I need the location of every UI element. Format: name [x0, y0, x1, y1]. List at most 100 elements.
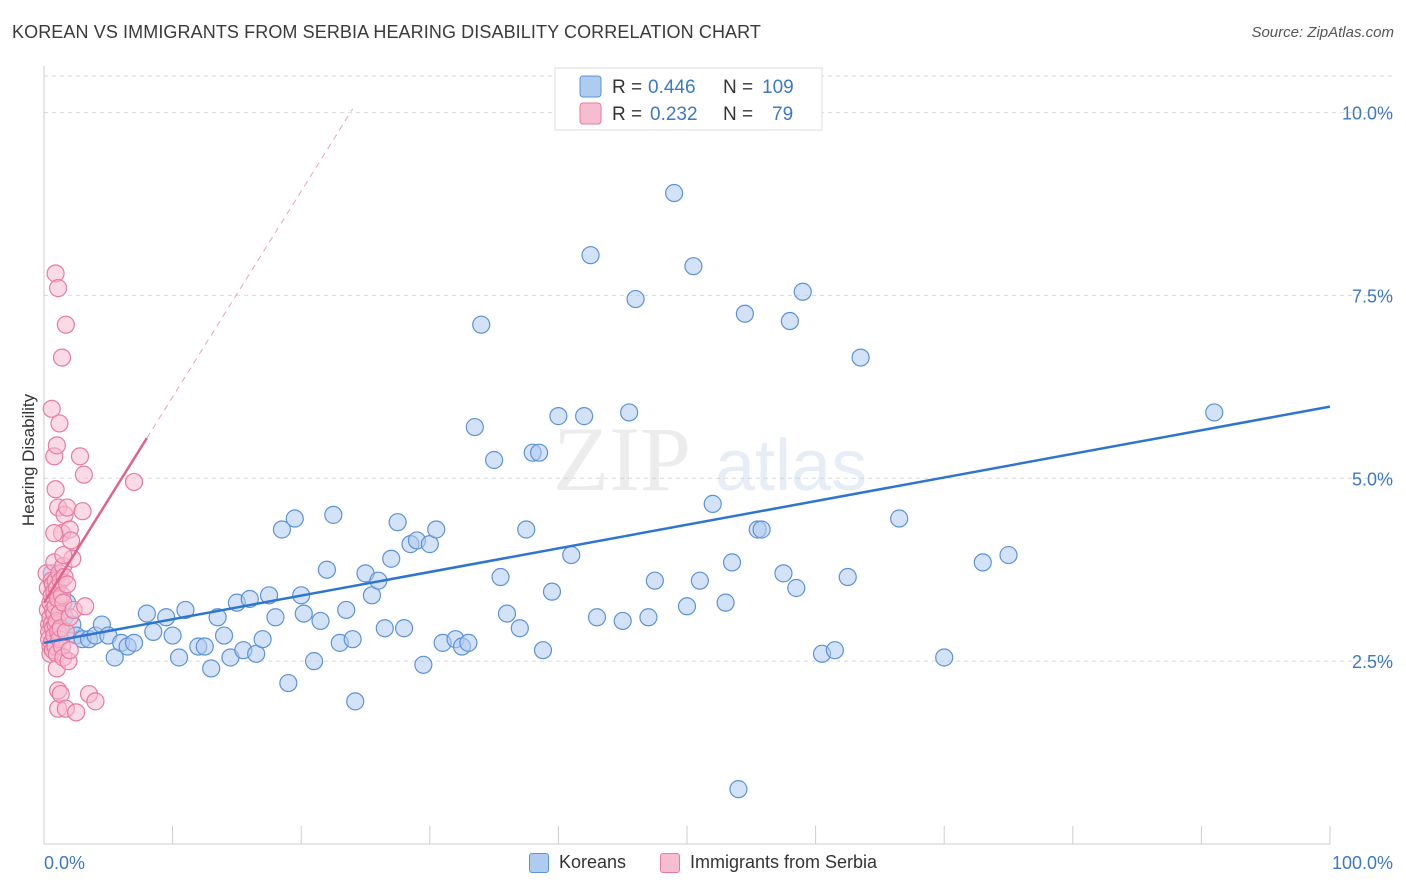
legend-n-label: N = [723, 104, 753, 125]
korean-point [581, 246, 600, 265]
legend-r-label: R = [612, 77, 642, 98]
korean-point [690, 571, 709, 590]
korean-point [677, 597, 697, 616]
korean-point [533, 641, 553, 660]
korean-point [375, 619, 394, 638]
serbia-point [61, 531, 81, 550]
legend-n-value: 79 [772, 104, 793, 125]
korean-point [722, 553, 742, 572]
korean-point [214, 626, 234, 645]
korean-point [394, 619, 414, 638]
serbia-trendline [42, 437, 148, 604]
legend-item-serbia[interactable]: Immigrants from Serbia [659, 852, 878, 873]
serbia-point [58, 575, 77, 594]
korean-point [851, 348, 870, 367]
legend-swatch-serbia [579, 102, 602, 125]
serbia-point [73, 502, 92, 521]
serbia-point [70, 447, 90, 466]
watermark-zip: ZIP [553, 408, 691, 510]
korean-point [324, 505, 343, 524]
serbia-point [56, 315, 75, 334]
korean-point [703, 494, 722, 513]
korean-point [163, 626, 182, 645]
serbia-point [67, 703, 86, 722]
korean-point [517, 520, 536, 539]
legend-n-value: 109 [762, 77, 794, 98]
x-tick-label-left: 0.0% [44, 853, 85, 873]
korean-point [575, 407, 594, 426]
legend-r-value: 0.232 [650, 104, 698, 125]
serbia-point [52, 348, 72, 367]
legend-r-label: R = [612, 104, 642, 125]
korean-trendline [43, 405, 1331, 645]
korean-point [388, 513, 407, 532]
korean-point [549, 407, 568, 426]
source-label: Source: ZipAtlas.com [1251, 24, 1394, 41]
korean-point [337, 600, 356, 620]
y-tick-label: 2.5% [1352, 652, 1393, 672]
korean-point [613, 611, 632, 631]
legend-label-koreans: Koreans [558, 852, 626, 872]
korean-point [935, 648, 954, 667]
korean-point [716, 593, 735, 612]
korean-point [973, 553, 992, 572]
korean-point [684, 257, 703, 276]
korean-point [317, 560, 337, 579]
legend-bottom: Koreans Immigrants from Serbia [0, 852, 1406, 873]
legend-label-serbia: Immigrants from Serbia [689, 852, 878, 872]
korean-point [382, 549, 401, 568]
korean-point [890, 509, 909, 528]
serbia-point [74, 465, 93, 484]
korean-point [620, 403, 639, 422]
korean-point [497, 604, 517, 623]
korean-point [542, 582, 562, 601]
chart-title: KOREAN VS IMMIGRANTS FROM SERBIA HEARING… [12, 22, 762, 42]
serbia-point [46, 480, 65, 499]
serbia-trendline-extension [146, 108, 354, 439]
korean-point [485, 450, 504, 470]
legend-swatch-serbia [659, 852, 680, 873]
korean-point [294, 604, 313, 623]
korean-point [999, 545, 1018, 565]
korean-point [472, 315, 491, 334]
korean-point [195, 637, 214, 656]
korean-point [459, 633, 478, 652]
korean-point [793, 282, 812, 301]
korean-point [729, 780, 748, 799]
korean-point [124, 633, 144, 652]
korean-point [626, 289, 645, 309]
korean-point [1205, 403, 1224, 422]
x-tick-label-right: 100.0% [1332, 853, 1393, 873]
korean-point [838, 567, 857, 587]
serbia-point [45, 524, 64, 543]
korean-point [346, 692, 365, 711]
korean-point [285, 509, 304, 528]
serbia-point [124, 472, 144, 492]
serbia-point [60, 641, 79, 660]
korean-point [279, 673, 298, 693]
korean-point [665, 183, 684, 203]
korean-point [304, 652, 324, 671]
y-tick-label: 7.5% [1352, 286, 1393, 306]
serbia-point [76, 597, 95, 616]
korean-point [587, 608, 607, 627]
serbia-point [86, 692, 105, 711]
legend-swatch-koreans [528, 852, 549, 873]
korean-point [787, 578, 806, 598]
serbia-point [42, 399, 61, 418]
korean-point [427, 520, 446, 539]
korean-point [343, 630, 362, 649]
serbia-point [49, 279, 68, 298]
korean-point [266, 608, 285, 627]
serbia-point [50, 414, 69, 433]
korean-point [169, 648, 189, 667]
serbia-point [54, 545, 73, 565]
korean-point [752, 520, 771, 539]
legend-item-koreans[interactable]: Koreans [528, 852, 626, 873]
korean-point [645, 571, 664, 590]
legend-top: R = 0.446 N = 109 R = 0.232 N = 79 [554, 67, 823, 131]
y-tick-label: 10.0% [1342, 104, 1393, 124]
korean-point [144, 622, 163, 641]
korean-point [311, 611, 330, 631]
